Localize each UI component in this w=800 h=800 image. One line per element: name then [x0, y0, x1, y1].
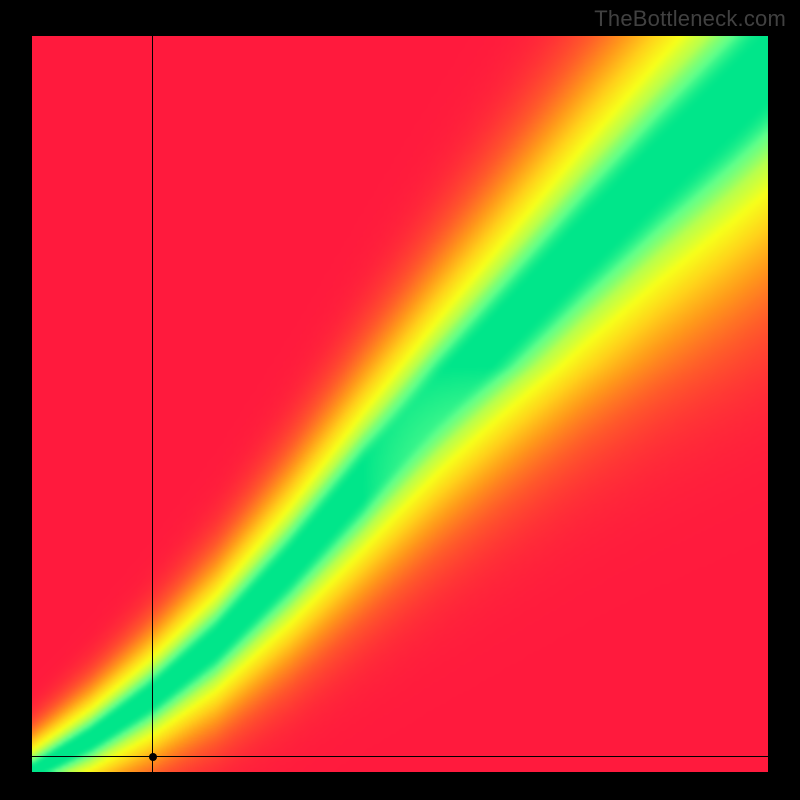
heatmap-canvas	[32, 36, 768, 772]
watermark-text: TheBottleneck.com	[594, 6, 786, 32]
chart-container: TheBottleneck.com	[0, 0, 800, 800]
crosshair-marker	[149, 753, 157, 761]
crosshair-vertical	[152, 36, 153, 772]
crosshair-horizontal	[32, 756, 768, 757]
plot-area	[32, 36, 768, 772]
